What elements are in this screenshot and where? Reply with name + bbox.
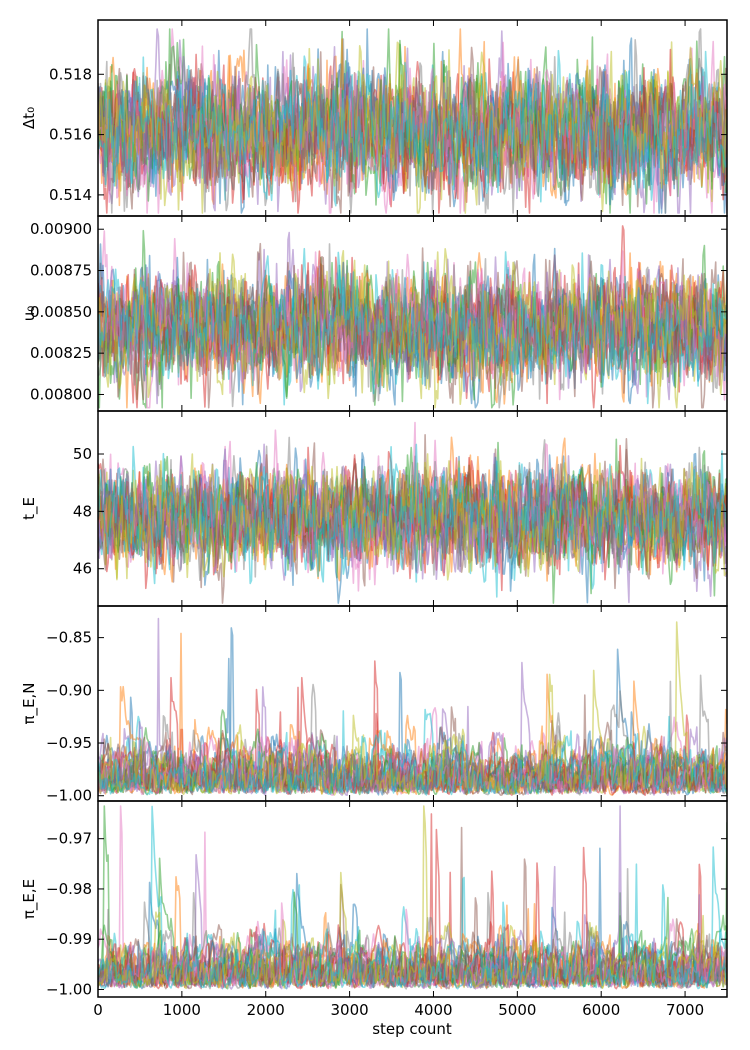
walker-traces <box>98 28 727 214</box>
trace-panels: 0.5140.5160.518Δt₀0.008000.008250.008500… <box>20 19 728 998</box>
y-axis-label: π_E,E <box>20 879 39 919</box>
y-axis-label: u₀ <box>20 306 38 322</box>
x-tick-label: 6000 <box>582 1001 620 1019</box>
panel-3: 46 48 50 t_E <box>20 410 728 607</box>
x-tick-label: 1000 <box>163 1001 201 1019</box>
panel-frame <box>97 800 728 998</box>
y-tick-label: 0.518 <box>49 65 92 83</box>
walker-trace-20 <box>98 251 727 405</box>
y-tick-label: −0.99 <box>46 930 92 948</box>
y-tick-label: 50 <box>73 445 92 463</box>
y-tick-label: 46 <box>73 560 92 578</box>
y-tick-label: −1.00 <box>46 980 92 998</box>
walker-traces <box>98 225 727 409</box>
panel-4: −1.00 −0.95 −0.90 −0.85 π_E,N <box>20 605 728 805</box>
y-tick-label: −0.90 <box>46 681 92 699</box>
walker-trace-19 <box>98 914 727 990</box>
x-tick-label: 3000 <box>331 1001 369 1019</box>
shared-x-axis: 0 1000 2000 3000 4000 5000 6000 7000 <box>93 1001 704 1019</box>
y-tick-label: 0.00800 <box>30 385 92 403</box>
walker-trace-20 <box>98 805 727 990</box>
y-tick-label: 0.00825 <box>30 344 92 362</box>
panel-5: −1.00 −0.99 −0.98 −0.97 π_E,E <box>20 800 728 998</box>
walker-traces <box>98 805 727 990</box>
y-axis-label: π_E,N <box>20 683 39 725</box>
x-tick-label: 7000 <box>666 1001 704 1019</box>
walker-trace-20 <box>98 710 727 796</box>
panel-2: 0.00800 0.00825 0.00850 0.00875 0.00900 u₀ <box>20 215 728 412</box>
y-tick-label: −0.85 <box>46 629 92 647</box>
y-tick-label: 0.00850 <box>30 303 92 321</box>
y-axis-label: Δt₀ <box>20 107 38 129</box>
y-tick-label: 0.514 <box>49 186 92 204</box>
walker-trace-14 <box>98 444 727 590</box>
y-axis-label: t_E <box>20 497 39 520</box>
y-tick-label: −0.95 <box>46 734 92 752</box>
y-tick-label: 48 <box>73 502 92 520</box>
walker-trace-20 <box>98 55 727 203</box>
walker-trace-19 <box>98 453 727 580</box>
y-tick-label: −0.97 <box>46 830 92 848</box>
x-tick-label: 0 <box>93 1001 103 1019</box>
walker-traces <box>98 421 727 604</box>
y-tick-label: 0.00875 <box>30 262 92 280</box>
walker-trace-20 <box>98 443 727 590</box>
walker-trace-17 <box>98 831 727 989</box>
x-tick-label: 2000 <box>247 1001 285 1019</box>
y-tick-label: −0.98 <box>46 880 92 898</box>
y-tick-label: −1.00 <box>46 787 92 805</box>
y-tick-label: 0.00900 <box>30 220 92 238</box>
y-tick-label: 0.516 <box>49 126 92 144</box>
x-axis-label: step count <box>372 1020 452 1038</box>
panel-1: 0.514 0.516 0.518 Δt₀ <box>20 19 728 217</box>
x-tick-label: 5000 <box>498 1001 536 1019</box>
walker-trace-19 <box>98 621 727 796</box>
walker-trace-17 <box>98 421 727 586</box>
walker-traces <box>98 617 727 796</box>
x-tick-label: 4000 <box>414 1001 452 1019</box>
walker-trace-18 <box>98 683 727 796</box>
